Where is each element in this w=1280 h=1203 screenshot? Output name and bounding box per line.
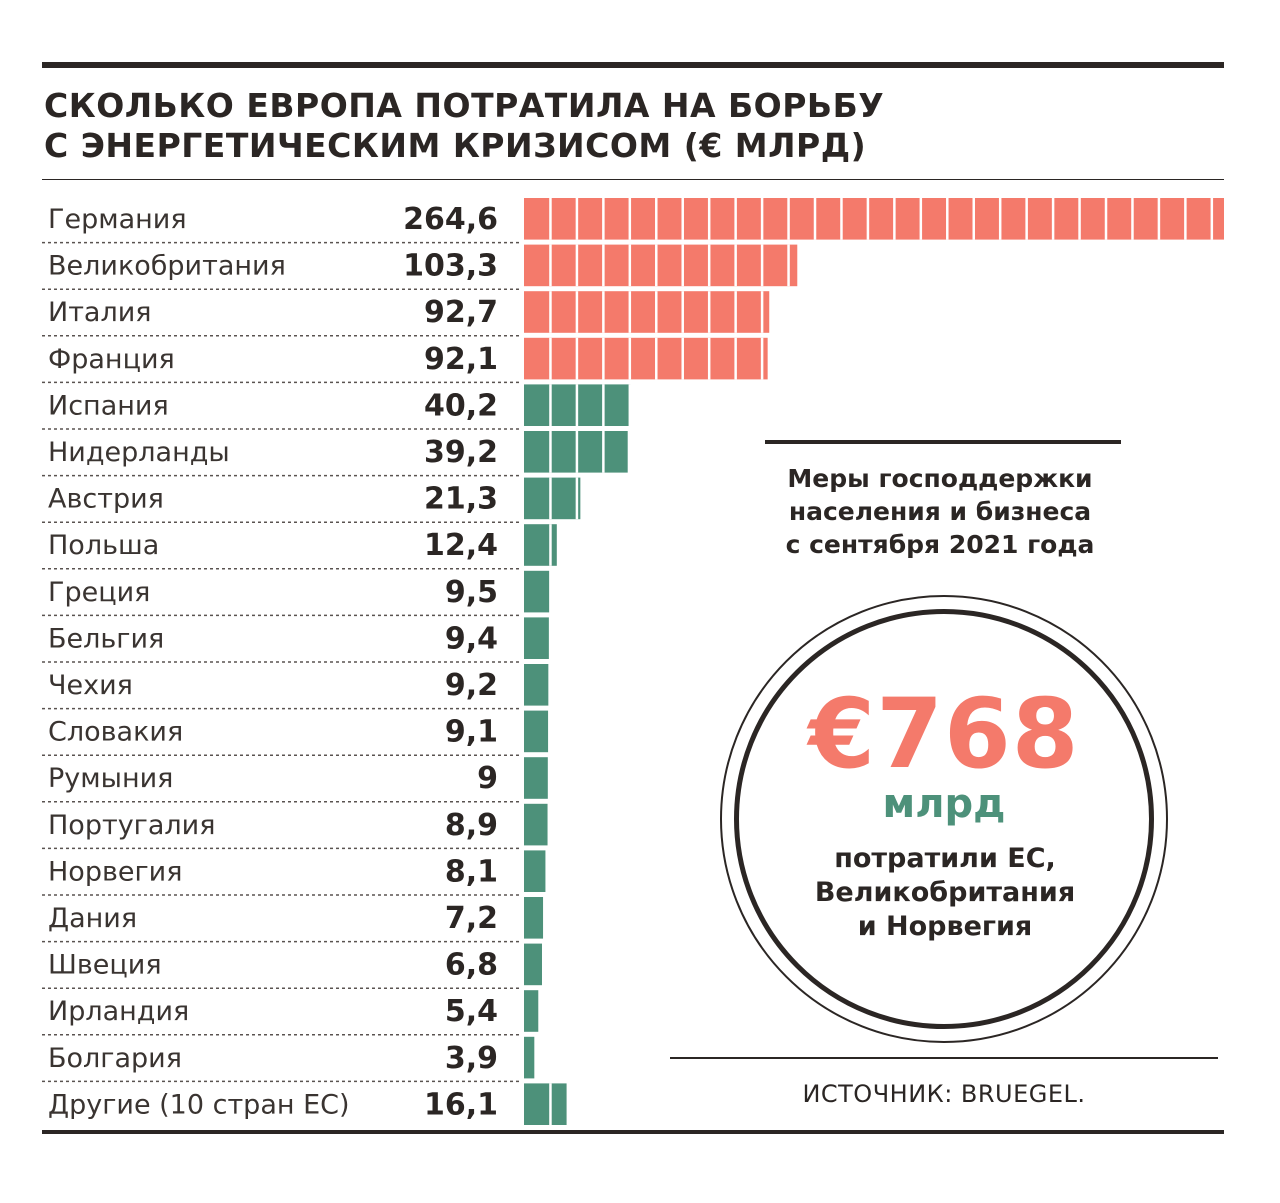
country-label: Чехия [48, 670, 133, 701]
total-unit: млрд [882, 781, 1006, 827]
value-label: 7,2 [445, 901, 498, 936]
country-label: Нидерланды [48, 437, 230, 468]
country-label: Австрия [48, 484, 164, 515]
total-caption-line-1: потратили ЕС, [834, 843, 1056, 874]
country-label: Ирландия [48, 996, 189, 1027]
country-label: Испания [48, 390, 169, 421]
total-caption-line-2: Великобритания [814, 877, 1076, 908]
value-label: 8,9 [445, 808, 498, 843]
bottom-rule [42, 1130, 1224, 1134]
country-label: Словакия [48, 717, 183, 748]
country-label: Италия [48, 297, 152, 328]
bar [524, 617, 549, 659]
value-label: 9,4 [445, 621, 498, 656]
country-label: Германия [48, 204, 187, 235]
value-label: 9,2 [445, 668, 498, 703]
source-rule [670, 1057, 1218, 1059]
bar [524, 198, 1224, 240]
country-label: Бельгия [48, 623, 164, 654]
bar [524, 664, 549, 706]
panel-subtitle: Меры господдержки населения и бизнеса с … [740, 462, 1140, 561]
country-label: Другие (10 стран ЕС) [48, 1089, 350, 1120]
value-label: 39,2 [424, 435, 498, 470]
value-label: 103,3 [403, 249, 498, 284]
bar [524, 990, 539, 1032]
source-note: ИСТОЧНИК: BRUEGEL. [802, 1080, 1086, 1108]
value-label: 9 [477, 761, 498, 796]
panel-top-rule [765, 440, 1121, 444]
country-label: Португалия [48, 810, 215, 841]
value-label: 9,5 [445, 575, 498, 610]
chart-title-line-2: С ЭНЕРГЕТИЧЕСКИМ КРИЗИСОМ (€ МЛРД) [44, 126, 867, 165]
country-label: Швеция [48, 950, 162, 981]
country-label: Греция [48, 577, 150, 608]
bar [524, 943, 542, 986]
total-caption-line-3: и Норвегия [857, 911, 1033, 942]
bar [524, 1083, 567, 1125]
bar [524, 803, 548, 846]
bar [524, 337, 768, 380]
value-label: 16,1 [424, 1087, 498, 1122]
bar [524, 524, 557, 566]
bar [524, 710, 549, 753]
total-circle-inner [734, 609, 1154, 1029]
top-rule [42, 62, 1224, 68]
bar [524, 570, 550, 613]
value-label: 264,6 [403, 202, 498, 237]
chart-title: СКОЛЬКО ЕВРОПА ПОТРАТИЛА НА БОРЬБУ С ЭНЕ… [44, 86, 944, 166]
bar [524, 291, 770, 333]
title-underline [42, 179, 1224, 180]
country-label: Норвегия [48, 856, 182, 887]
value-label: 92,1 [424, 342, 498, 377]
value-label: 6,8 [445, 948, 498, 983]
value-label: 92,7 [424, 295, 498, 330]
country-label: Франция [48, 344, 175, 375]
panel-subtitle-line-1: Меры господдержки [787, 464, 1093, 493]
country-label: Румыния [48, 763, 173, 794]
total-caption: потратили ЕС, Великобритания и Норвегия [760, 842, 1130, 944]
value-label: 5,4 [445, 994, 498, 1029]
country-label: Польша [48, 530, 159, 561]
panel-subtitle-line-2: населения и бизнеса [788, 497, 1092, 526]
country-label: Великобритания [48, 251, 286, 282]
value-label: 40,2 [424, 388, 498, 423]
value-label: 12,4 [424, 528, 498, 563]
value-label: 8,1 [445, 854, 498, 889]
country-label: Дания [48, 903, 137, 934]
panel-subtitle-line-3: с сентября 2021 года [785, 530, 1095, 559]
total-amount: €768 [808, 678, 1080, 790]
value-label: 3,9 [445, 1041, 498, 1076]
bar [524, 477, 581, 520]
total-circle-outer [720, 595, 1168, 1043]
bar [524, 244, 798, 287]
bar [524, 757, 548, 799]
bar [524, 850, 546, 892]
value-label: 21,3 [424, 482, 498, 517]
bar [524, 1036, 535, 1079]
value-label: 9,1 [445, 715, 498, 750]
bar [524, 897, 544, 939]
chart-title-line-1: СКОЛЬКО ЕВРОПА ПОТРАТИЛА НА БОРЬБУ [44, 86, 885, 125]
country-label: Болгария [48, 1043, 182, 1074]
